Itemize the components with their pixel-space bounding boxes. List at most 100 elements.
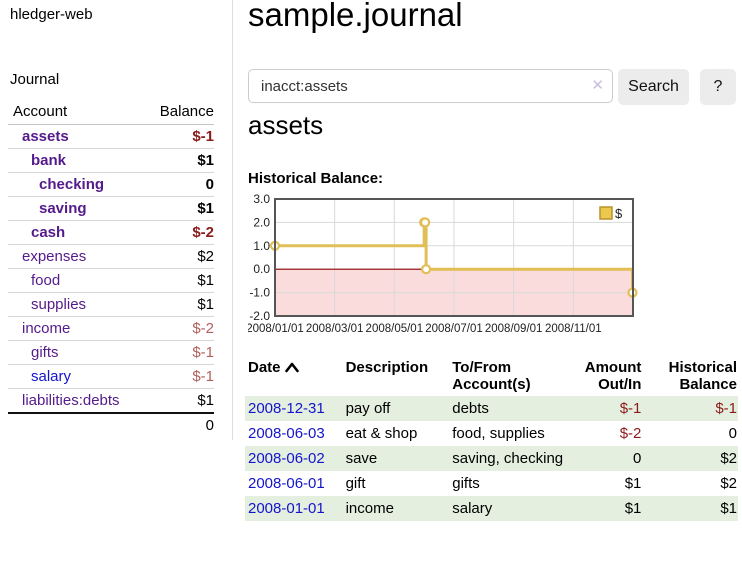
- account-balance: $-2: [143, 221, 214, 245]
- account-row: checking 0: [8, 173, 214, 197]
- account-heading: assets: [248, 110, 323, 141]
- sidebar-account-link-cash[interactable]: cash: [31, 224, 65, 241]
- chart-canvas: $3.0 2.0 1.0 0.0 -1.0 -2.02008/01/012008/03/0…: [248, 193, 740, 345]
- transaction-date: 2008-06-01: [245, 471, 343, 496]
- transaction-accounts: food, supplies: [449, 421, 567, 446]
- account-row: salary $-1: [8, 365, 214, 389]
- sidebar-item-journal[interactable]: Journal: [10, 71, 59, 88]
- transaction-amount: $1: [567, 496, 642, 521]
- register-row[interactable]: 2008-06-01giftgifts$1$2: [245, 471, 738, 496]
- page-title: sample.journal: [248, 0, 463, 34]
- account-row: income $-2: [8, 317, 214, 341]
- transaction-date-link[interactable]: 2008-06-01: [248, 475, 325, 492]
- y-axis-tick-label: 0.0: [253, 262, 270, 276]
- amount-column-header: Amount Out/In: [567, 356, 642, 396]
- account-row: cash $-2: [8, 221, 214, 245]
- y-axis-tick-label: 1.0: [253, 239, 270, 253]
- data-point-marker[interactable]: [421, 218, 429, 226]
- transaction-accounts: salary: [449, 496, 567, 521]
- sidebar-account-link-saving[interactable]: saving: [39, 200, 87, 217]
- transaction-date: 2008-01-01: [245, 496, 343, 521]
- account-row: gifts$-1: [8, 341, 214, 365]
- sidebar-account-link-checking[interactable]: checking: [39, 176, 104, 193]
- y-axis-tick-label: -2.0: [249, 309, 270, 323]
- date-column-header[interactable]: Date: [245, 356, 343, 396]
- account-balance: $1: [143, 293, 214, 317]
- sidebar-account-link-income[interactable]: income: [22, 320, 70, 337]
- search-input[interactable]: [248, 69, 613, 103]
- accounts-total-row: 0: [8, 413, 214, 437]
- register-row[interactable]: 2008-06-03eat & shopfood, supplies$-20: [245, 421, 738, 446]
- transaction-accounts: debts: [449, 396, 567, 421]
- account-row: food $1: [8, 269, 214, 293]
- transaction-amount: $1: [567, 471, 642, 496]
- transaction-date: 2008-06-03: [245, 421, 343, 446]
- y-axis-tick-label: 2.0: [253, 215, 270, 229]
- transaction-date-link[interactable]: 2008-12-31: [248, 400, 325, 417]
- clear-search-icon[interactable]: ✕: [591, 77, 604, 95]
- date-header-label: Date: [248, 359, 281, 376]
- register-table: Date Description To/From Account(s) Amou…: [245, 356, 738, 521]
- transaction-balance: $2: [642, 471, 738, 496]
- data-point-marker[interactable]: [422, 265, 430, 273]
- account-row: bank $1: [8, 149, 214, 173]
- account-balance: $-2: [143, 317, 214, 341]
- app-title-link[interactable]: hledger-web: [10, 6, 93, 23]
- search-field-wrapper: ✕: [248, 69, 613, 105]
- accounts-table-header: Account Balance: [8, 100, 214, 125]
- balance-column-header: Balance: [143, 100, 214, 125]
- sidebar-account-link-assets[interactable]: assets: [22, 128, 69, 145]
- account-balance: 0: [143, 173, 214, 197]
- transaction-date-link[interactable]: 2008-06-02: [248, 450, 325, 467]
- x-axis-tick-label: 2008/11/01: [545, 323, 602, 335]
- hledger-web-page: hledger-web Journal Account Balance asse…: [0, 0, 742, 582]
- register-row[interactable]: 2008-01-01incomesalary$1$1: [245, 496, 738, 521]
- sidebar: hledger-web Journal Account Balance asse…: [0, 0, 233, 440]
- balance-column-header-main: Historical Balance: [642, 356, 738, 396]
- y-axis-tick-label: 3.0: [253, 193, 270, 206]
- chart-title: Historical Balance:: [248, 170, 383, 187]
- transaction-balance: 0: [642, 421, 738, 446]
- search-button[interactable]: Search: [618, 69, 689, 105]
- register-row[interactable]: 2008-12-31pay offdebts$-1$-1: [245, 396, 738, 421]
- accounts-table: Account Balance assets $-1 bank $1 checking 0…: [8, 100, 214, 437]
- transaction-accounts: saving, checking: [449, 446, 567, 471]
- transaction-date: 2008-06-02: [245, 446, 343, 471]
- sidebar-account-link-bank[interactable]: bank: [31, 152, 66, 169]
- register-header-row: Date Description To/From Account(s) Amou…: [245, 356, 738, 396]
- transaction-date: 2008-12-31: [245, 396, 343, 421]
- account-column-header: Account: [8, 100, 143, 125]
- account-balance: $1: [143, 149, 214, 173]
- x-axis-tick-label: 2008/03/01: [306, 323, 364, 335]
- transaction-amount: 0: [567, 446, 642, 471]
- account-balance: $-1: [143, 125, 214, 149]
- account-balance: $1: [143, 269, 214, 293]
- legend-label: $: [615, 206, 623, 221]
- x-axis-tick-label: 2008/05/01: [366, 323, 424, 335]
- y-axis-tick-label: -1.0: [249, 286, 270, 300]
- help-button[interactable]: ?: [700, 69, 736, 105]
- account-balance: $1: [143, 389, 214, 414]
- sort-ascending-icon: [285, 360, 299, 377]
- transaction-balance: $2: [642, 446, 738, 471]
- x-axis-tick-label: 2008/09/01: [485, 323, 543, 335]
- transaction-amount: $-1: [567, 396, 642, 421]
- transaction-description: save: [343, 446, 450, 471]
- sidebar-account-link-salary[interactable]: salary: [31, 368, 71, 385]
- search-bar: ✕ Search ?: [248, 69, 740, 105]
- accounts-total-value: 0: [8, 413, 214, 437]
- sidebar-account-link-food[interactable]: food: [31, 272, 60, 289]
- transaction-date-link[interactable]: 2008-06-03: [248, 425, 325, 442]
- account-balance: $-1: [143, 365, 214, 389]
- transaction-date-link[interactable]: 2008-01-01: [248, 500, 325, 517]
- account-row: expenses$2: [8, 245, 214, 269]
- sidebar-account-link-expenses[interactable]: expenses: [22, 248, 86, 265]
- register-row[interactable]: 2008-06-02 savesaving, checking0$2: [245, 446, 738, 471]
- x-axis-tick-label: 2008/01/01: [248, 323, 304, 335]
- account-row: saving$1: [8, 197, 214, 221]
- account-row: liabilities:debts $1: [8, 389, 214, 414]
- sidebar-account-link-gifts[interactable]: gifts: [31, 344, 59, 361]
- account-row: supplies $1: [8, 293, 214, 317]
- sidebar-account-link-supplies[interactable]: supplies: [31, 296, 86, 313]
- sidebar-account-link-liabilities-debts[interactable]: liabilities:debts: [22, 392, 120, 409]
